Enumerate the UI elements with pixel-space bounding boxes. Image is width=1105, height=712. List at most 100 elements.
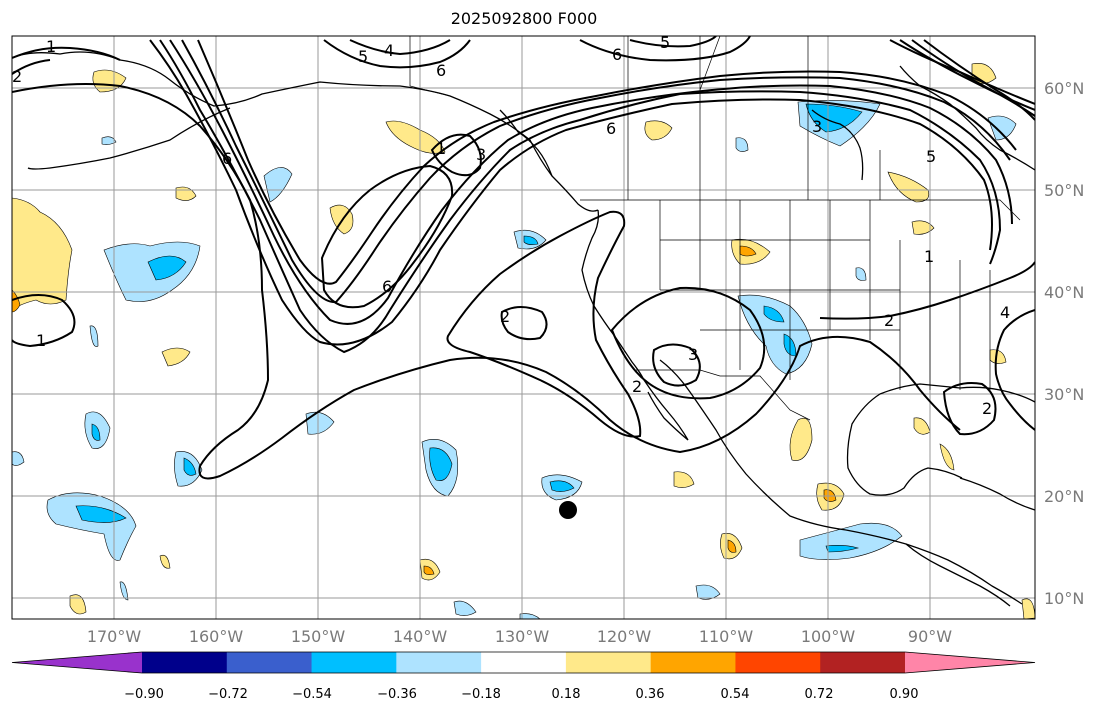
coast-gulf <box>846 383 1035 496</box>
shade-positive-core <box>12 289 21 313</box>
state-lines <box>659 200 991 390</box>
shade-positive <box>789 417 813 461</box>
colorbar-tick-label: 0.36 <box>636 687 665 702</box>
shade-negative <box>855 267 867 281</box>
colorbar-tick-label: 0.90 <box>890 687 919 702</box>
lat-label: 40°N <box>1044 283 1084 302</box>
lat-label: 50°N <box>1044 181 1084 200</box>
contour-label: 2 <box>12 67 22 86</box>
colorbar-tick-label: −0.18 <box>461 687 501 702</box>
map-area <box>12 36 1035 619</box>
shade-positive-core <box>727 539 737 553</box>
colorbar-segment <box>226 652 313 673</box>
colorbar-arrow-high <box>905 652 1035 673</box>
borders <box>409 36 1021 421</box>
coast-alaska <box>12 51 599 212</box>
shade-negative-core <box>429 447 453 481</box>
border-us-canada <box>580 199 1021 221</box>
coast-baja <box>643 379 689 441</box>
colorbar-tick-label: −0.54 <box>292 687 332 702</box>
contour-label: 6 <box>606 119 616 138</box>
lat-label: 10°N <box>1044 589 1084 608</box>
lon-label: 130°W <box>495 627 550 646</box>
shade-positive <box>939 443 955 471</box>
colorbar-tick-label: −0.36 <box>377 687 417 702</box>
shade-positive-core <box>423 565 435 575</box>
shade-negative <box>987 115 1017 141</box>
shade-negative <box>101 136 117 145</box>
contour-label: 1 <box>46 37 56 56</box>
shade-negative-core <box>523 235 539 245</box>
shade-negative <box>695 584 721 600</box>
colorbar-outline <box>11 651 1036 674</box>
colorbar-segment <box>142 652 228 673</box>
lat-label: 30°N <box>1044 385 1084 404</box>
shade-negative-core <box>805 103 863 133</box>
contour-label-group: 5 4 6 5 6 2 1 3 1 6 6 3 5 1 6 2 3 2 1 2 … <box>12 33 1010 418</box>
shade-negative-core <box>549 480 575 492</box>
colorbar-segment <box>650 652 736 673</box>
shade-negative <box>453 600 477 616</box>
location-marker <box>559 501 577 519</box>
latitude-axis: 60°N 50°N 40°N 30°N 20°N 10°N <box>1044 79 1084 608</box>
contour-label: 4 <box>384 41 394 60</box>
colorbar-segment <box>311 652 397 673</box>
colorbar-tick-label: −0.90 <box>124 687 164 702</box>
shade-positive <box>673 471 695 488</box>
border-us-mexico <box>636 369 811 421</box>
shade-negative <box>89 325 99 347</box>
contour-label: 6 <box>436 61 446 80</box>
shade-negative-core <box>763 305 785 323</box>
shade-negative <box>519 613 541 619</box>
lon-label: 120°W <box>597 627 652 646</box>
lat-label: 60°N <box>1044 79 1084 98</box>
lon-label: 100°W <box>801 627 856 646</box>
lon-label: 150°W <box>291 627 346 646</box>
colorbar-segments <box>11 651 1036 674</box>
colorbar-tick-label: 0.54 <box>721 687 750 702</box>
shade-negative <box>263 167 293 203</box>
lon-label: 140°W <box>393 627 448 646</box>
shade-positive <box>161 347 191 367</box>
contour-label: 2 <box>884 311 894 330</box>
contour-label: 2 <box>632 377 642 396</box>
shade-negative-core <box>147 255 187 281</box>
province-lines <box>627 36 881 200</box>
shade-negative <box>305 411 335 435</box>
shade-negative-core <box>91 423 101 441</box>
contour-lines <box>12 36 1035 480</box>
contour-label: 3 <box>476 145 486 164</box>
contour-label: 3 <box>688 345 698 364</box>
shade-negative <box>735 137 749 152</box>
shade-negative <box>799 522 903 560</box>
longitude-axis: 170°W 160°W 150°W 140°W 130°W 120°W 110°… <box>87 627 952 646</box>
shade-positive <box>159 554 171 569</box>
shade-positive-core <box>739 245 757 257</box>
contour-label: 6 <box>382 277 392 296</box>
colorbar-segment <box>481 652 567 673</box>
shade-positive <box>911 220 935 235</box>
shade-positive <box>1021 598 1035 619</box>
colorbar-arrow-low <box>12 652 142 673</box>
contour-label: 6 <box>222 149 232 168</box>
gridlines <box>12 36 1035 619</box>
map-frame <box>11 35 1036 620</box>
lat-label: 20°N <box>1044 487 1084 506</box>
coast-cuba <box>959 477 1035 511</box>
contour-label: 6 <box>612 45 622 64</box>
coast-central-america <box>905 543 1011 607</box>
contour-label: 5 <box>660 33 670 52</box>
contour-label: 3 <box>812 117 822 136</box>
coast-hudson <box>811 109 864 181</box>
colorbar-segment <box>565 652 652 673</box>
contour-label: 4 <box>1000 303 1010 322</box>
contour-label: 5 <box>358 47 368 66</box>
colorbar-tick-label: 0.72 <box>805 687 834 702</box>
shade-positive <box>385 120 446 154</box>
colorbar-ticks: −0.90 −0.72 −0.54 −0.36 −0.18 0.18 0.36 … <box>124 687 918 702</box>
shade-positive <box>69 594 87 615</box>
contour-label: 1 <box>36 331 46 350</box>
shade-positive <box>644 120 673 141</box>
contour-label: 2 <box>500 307 510 326</box>
